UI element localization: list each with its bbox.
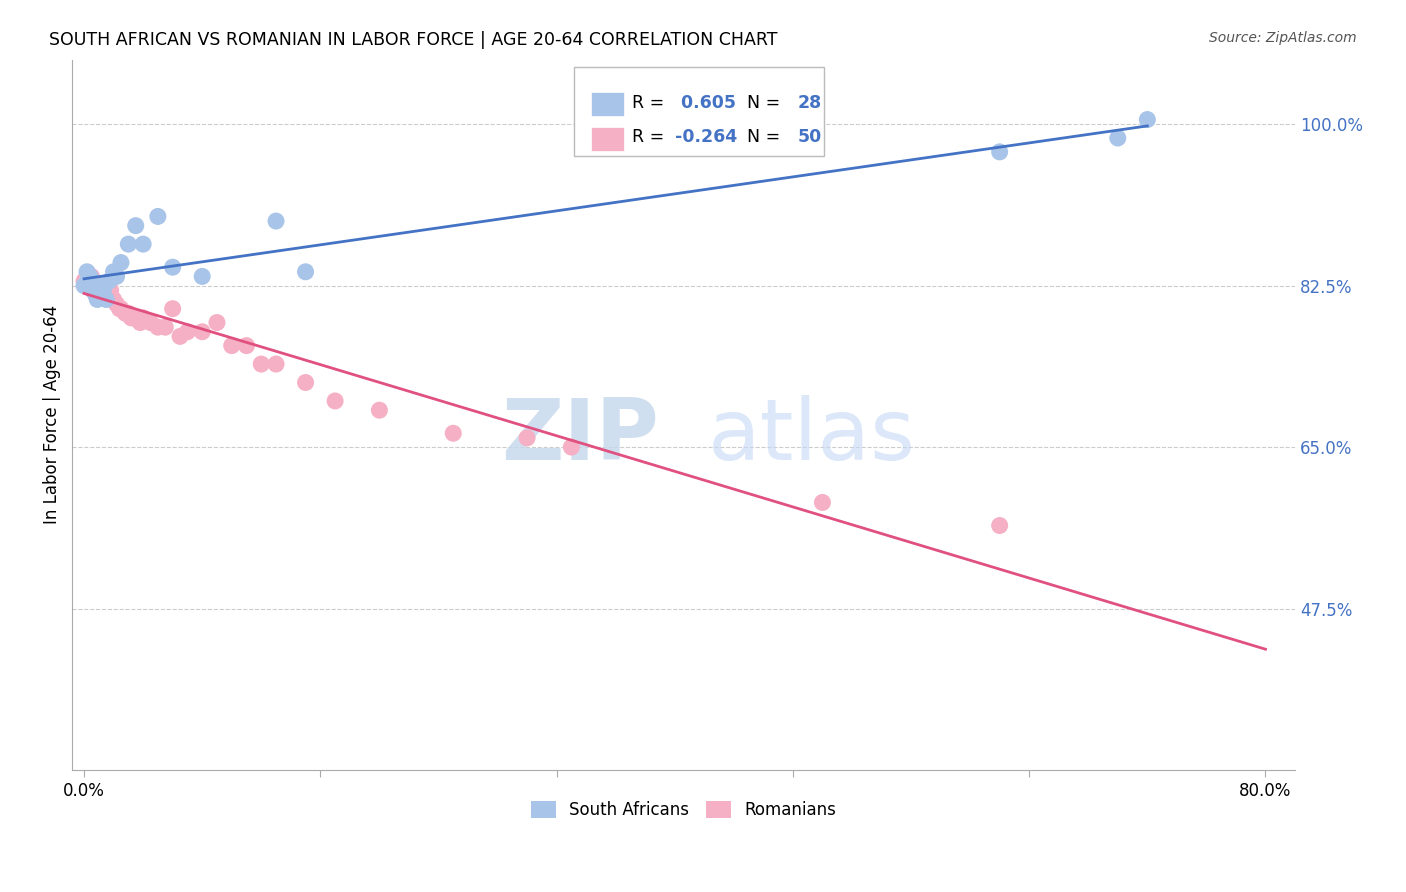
Point — [132, 310, 155, 325]
Point — [191, 325, 214, 339]
Point — [125, 310, 148, 325]
Point — [811, 495, 834, 509]
Point — [264, 357, 287, 371]
Point — [110, 301, 132, 316]
Point — [96, 283, 118, 297]
Point — [988, 518, 1011, 533]
Text: N =: N = — [737, 128, 786, 146]
Point — [264, 214, 287, 228]
Text: R =: R = — [633, 94, 671, 112]
Point — [73, 278, 96, 293]
Point — [323, 394, 346, 409]
Point — [79, 274, 101, 288]
Point — [191, 269, 214, 284]
Point — [79, 269, 101, 284]
Point — [105, 297, 128, 311]
Point — [132, 237, 155, 252]
FancyBboxPatch shape — [591, 127, 624, 151]
Point — [93, 283, 115, 297]
Point — [250, 357, 273, 371]
Point — [441, 426, 464, 441]
Text: Source: ZipAtlas.com: Source: ZipAtlas.com — [1209, 31, 1357, 45]
Point — [82, 283, 104, 297]
Point — [110, 255, 132, 269]
Point — [84, 288, 107, 302]
Point — [91, 283, 114, 297]
Point — [77, 274, 100, 288]
FancyBboxPatch shape — [574, 67, 824, 155]
Point — [87, 283, 110, 297]
Point — [1107, 131, 1129, 145]
Text: R =: R = — [633, 128, 671, 146]
Point — [96, 293, 118, 307]
Text: N =: N = — [737, 94, 786, 112]
Point — [73, 274, 96, 288]
Point — [82, 283, 104, 297]
Point — [86, 293, 108, 307]
Point — [117, 237, 139, 252]
Point — [91, 283, 114, 297]
Point — [120, 310, 142, 325]
Point — [205, 316, 228, 330]
Point — [235, 338, 257, 352]
Point — [77, 269, 100, 284]
Y-axis label: In Labor Force | Age 20-64: In Labor Force | Age 20-64 — [44, 305, 60, 524]
Point — [560, 440, 582, 454]
Point — [176, 325, 198, 339]
Point — [125, 219, 148, 233]
Point — [89, 288, 111, 302]
Point — [87, 288, 110, 302]
Text: 28: 28 — [797, 94, 821, 112]
Point — [100, 283, 122, 297]
Point — [294, 376, 316, 390]
Point — [294, 265, 316, 279]
Point — [103, 265, 125, 279]
Point — [221, 338, 243, 352]
Point — [90, 278, 112, 293]
Legend: South Africans, Romanians: South Africans, Romanians — [524, 794, 842, 826]
FancyBboxPatch shape — [591, 92, 624, 117]
Point — [146, 320, 169, 334]
Point — [80, 278, 103, 293]
Text: 0.605: 0.605 — [675, 94, 737, 112]
Point — [117, 306, 139, 320]
Point — [80, 278, 103, 293]
Point — [988, 145, 1011, 159]
Point — [169, 329, 191, 343]
Point — [83, 283, 105, 297]
Point — [86, 288, 108, 302]
Text: 50: 50 — [797, 128, 821, 146]
Point — [155, 320, 177, 334]
Point — [98, 283, 121, 297]
Point — [146, 210, 169, 224]
Point — [129, 316, 152, 330]
Point — [83, 278, 105, 293]
Point — [75, 274, 97, 288]
Point — [98, 274, 121, 288]
Text: -0.264: -0.264 — [675, 128, 737, 146]
Text: atlas: atlas — [709, 394, 917, 477]
Point — [105, 269, 128, 284]
Point — [90, 288, 112, 302]
Text: ZIP: ZIP — [502, 394, 659, 477]
Point — [108, 301, 131, 316]
Point — [84, 288, 107, 302]
Point — [80, 269, 103, 284]
Point — [114, 306, 136, 320]
Point — [97, 283, 120, 297]
Point — [162, 260, 184, 275]
Point — [103, 293, 125, 307]
Point — [76, 265, 98, 279]
Point — [76, 269, 98, 284]
Point — [368, 403, 391, 417]
Point — [516, 431, 538, 445]
Point — [162, 301, 184, 316]
Point — [1136, 112, 1159, 127]
Point — [139, 316, 162, 330]
Text: SOUTH AFRICAN VS ROMANIAN IN LABOR FORCE | AGE 20-64 CORRELATION CHART: SOUTH AFRICAN VS ROMANIAN IN LABOR FORCE… — [49, 31, 778, 49]
